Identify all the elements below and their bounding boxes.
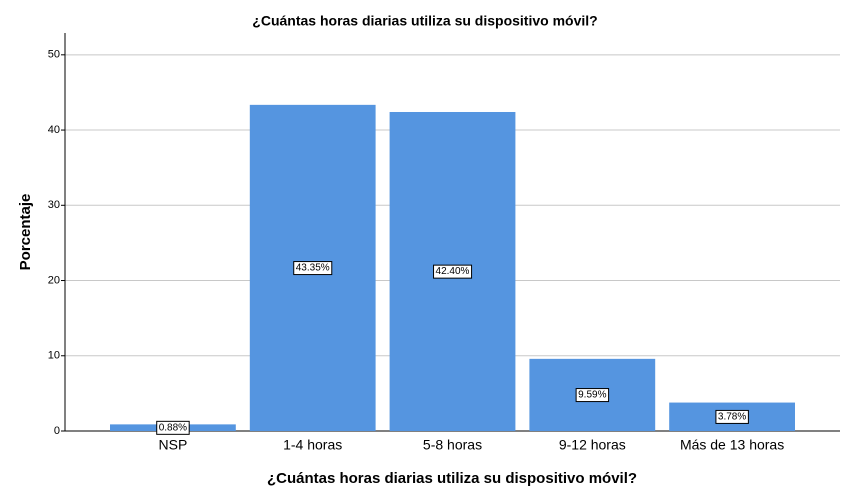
- value-label: 0.88%: [159, 422, 187, 433]
- x-tick-label: NSP: [159, 437, 188, 453]
- x-axis-title: ¿Cuántas horas diarias utiliza su dispos…: [267, 470, 637, 487]
- value-label-box: [575, 388, 610, 403]
- value-label-box: [433, 264, 473, 279]
- value-label-box: [293, 261, 333, 276]
- chart-title: ¿Cuántas horas diarias utiliza su dispos…: [252, 13, 597, 29]
- x-tick-label: Más de 13 horas: [680, 437, 784, 453]
- x-tick-label: 5-8 horas: [423, 437, 482, 453]
- y-tick-label: 10: [48, 350, 60, 362]
- y-tick-label: 20: [48, 274, 60, 286]
- x-tick-label: 9-12 horas: [559, 437, 626, 453]
- y-tick-label: 0: [54, 425, 60, 437]
- x-tick-label: 1-4 horas: [283, 437, 342, 453]
- y-axis-title: Porcentaje: [17, 194, 34, 271]
- value-label-box: [715, 409, 749, 424]
- value-label: 9.59%: [578, 390, 606, 401]
- y-tick-label: 50: [48, 49, 60, 61]
- value-label-box: [156, 420, 190, 435]
- value-label: 3.78%: [718, 411, 746, 422]
- value-label: 42.40%: [436, 266, 470, 277]
- y-tick-label: 30: [48, 199, 60, 211]
- value-label: 43.35%: [296, 263, 330, 274]
- y-tick-label: 40: [48, 124, 60, 136]
